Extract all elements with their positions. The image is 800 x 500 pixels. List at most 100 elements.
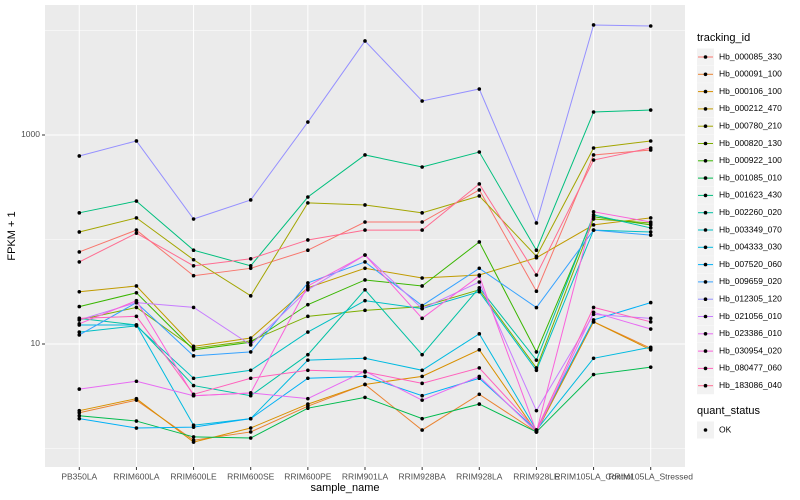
legend-point (703, 280, 708, 284)
data-point (477, 374, 482, 379)
data-point (77, 211, 82, 215)
data-point (306, 330, 310, 334)
legend-label: Hb_012305_120 (719, 293, 782, 303)
data-point (363, 356, 367, 361)
data-point (191, 392, 196, 397)
data-point (477, 347, 482, 352)
data-point (420, 211, 424, 215)
data-point (591, 23, 596, 27)
data-point (591, 153, 596, 157)
legend-label: Hb_080477_060 (719, 363, 782, 373)
data-point (134, 228, 139, 232)
data-point (77, 230, 82, 234)
x-tick-label: RRIM928LE (513, 471, 560, 481)
data-point (248, 343, 253, 347)
data-point (306, 284, 310, 288)
legend-point (703, 262, 708, 267)
data-point (134, 216, 139, 220)
data-point (134, 199, 139, 203)
data-point (77, 154, 82, 158)
data-point (534, 358, 539, 362)
legend-label: Hb_000780_210 (719, 120, 782, 130)
data-point (306, 314, 310, 319)
legend-label: Hb_023386_010 (719, 328, 782, 338)
data-point (420, 416, 424, 421)
data-point (306, 238, 310, 242)
legend-label: Hb_002260_020 (719, 207, 782, 217)
x-tick-label: RRIM600PE (284, 471, 332, 481)
data-point (248, 416, 253, 421)
legend-label: Hb_021056_010 (719, 311, 782, 321)
data-point (591, 110, 596, 114)
legend-point (703, 314, 708, 319)
data-point (477, 366, 482, 370)
data-point (134, 426, 139, 430)
data-point (306, 120, 310, 124)
legend-label: Hb_000820_130 (719, 138, 782, 148)
data-point (534, 368, 539, 373)
data-point (591, 305, 596, 310)
data-point (477, 240, 482, 244)
data-point (534, 305, 539, 310)
data-point (477, 188, 482, 192)
data-point (477, 392, 482, 397)
data-point (648, 226, 653, 230)
data-point (420, 381, 424, 386)
data-point (648, 327, 653, 331)
data-point (420, 284, 424, 288)
data-point (77, 260, 82, 264)
legend-point (703, 176, 708, 180)
legend-label: Hb_183086_040 (719, 380, 782, 390)
data-point (420, 228, 424, 232)
data-point (248, 294, 253, 298)
legend-point (703, 366, 708, 371)
legend-label: Hb_000106_100 (719, 86, 782, 96)
data-point (77, 289, 82, 294)
x-tick-label: RRIM105LA_Control (554, 471, 633, 481)
data-point (648, 220, 653, 224)
legend-point (703, 55, 708, 59)
data-point (306, 352, 310, 357)
data-point (191, 217, 196, 221)
legend-point (703, 141, 708, 146)
data-point (477, 285, 482, 290)
legend-label: OK (719, 424, 732, 434)
legend-point (703, 383, 708, 388)
legend-label: Hb_000922_100 (719, 155, 782, 165)
data-point (77, 333, 82, 337)
x-tick-label: RRIM901LA (342, 471, 389, 481)
data-point (77, 250, 82, 254)
data-point (248, 340, 253, 345)
data-point (648, 365, 653, 369)
data-point (306, 358, 310, 362)
x-tick-label: RRIM105LA_Stressed (608, 471, 693, 481)
data-point (420, 393, 424, 398)
data-point (306, 201, 310, 205)
data-point (306, 368, 310, 373)
data-point (248, 256, 253, 261)
data-point (420, 316, 424, 321)
data-point (648, 320, 653, 324)
data-point (591, 210, 596, 214)
data-point (306, 281, 310, 285)
data-point (420, 374, 424, 379)
x-tick-label: RRIM600LE (170, 471, 217, 481)
data-point (363, 153, 367, 157)
data-point (248, 391, 253, 395)
data-point (248, 266, 253, 271)
legend-label: Hb_000212_470 (719, 103, 782, 113)
data-point (420, 368, 424, 373)
data-point (134, 298, 139, 303)
data-point (191, 264, 196, 268)
data-point (591, 223, 596, 227)
data-point (534, 221, 539, 225)
data-point (306, 376, 310, 381)
data-point (77, 387, 82, 391)
data-point (363, 260, 367, 264)
data-point (306, 402, 310, 406)
data-point (191, 425, 196, 429)
data-point (363, 220, 367, 224)
data-point (363, 228, 367, 232)
data-point (248, 336, 253, 340)
data-point (420, 165, 424, 169)
